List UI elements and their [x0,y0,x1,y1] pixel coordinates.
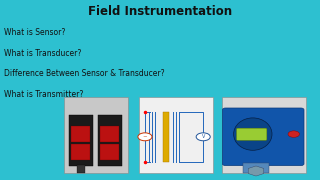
Circle shape [288,131,300,137]
FancyBboxPatch shape [222,97,306,173]
FancyBboxPatch shape [139,97,213,173]
Text: What is Transmitter?: What is Transmitter? [4,90,83,99]
Bar [69,115,93,166]
Text: V: V [202,134,205,139]
Circle shape [138,133,152,141]
FancyBboxPatch shape [64,97,128,173]
Bar [163,112,169,162]
Text: ~: ~ [143,134,147,139]
FancyBboxPatch shape [236,128,267,140]
Text: Difference Between Sensor & Transducer?: Difference Between Sensor & Transducer? [4,69,164,78]
FancyBboxPatch shape [222,108,304,166]
Bar [243,163,269,173]
Text: What is Transducer?: What is Transducer? [4,49,81,58]
Text: What is Sensor?: What is Sensor? [4,28,65,37]
Bar [71,144,90,160]
Text: Field Instrumentation: Field Instrumentation [88,4,232,17]
Bar [100,144,119,160]
Bar [71,126,90,142]
Circle shape [196,133,210,141]
Bar [77,165,85,173]
Ellipse shape [234,118,272,150]
Bar [100,126,119,142]
Bar [98,115,122,166]
